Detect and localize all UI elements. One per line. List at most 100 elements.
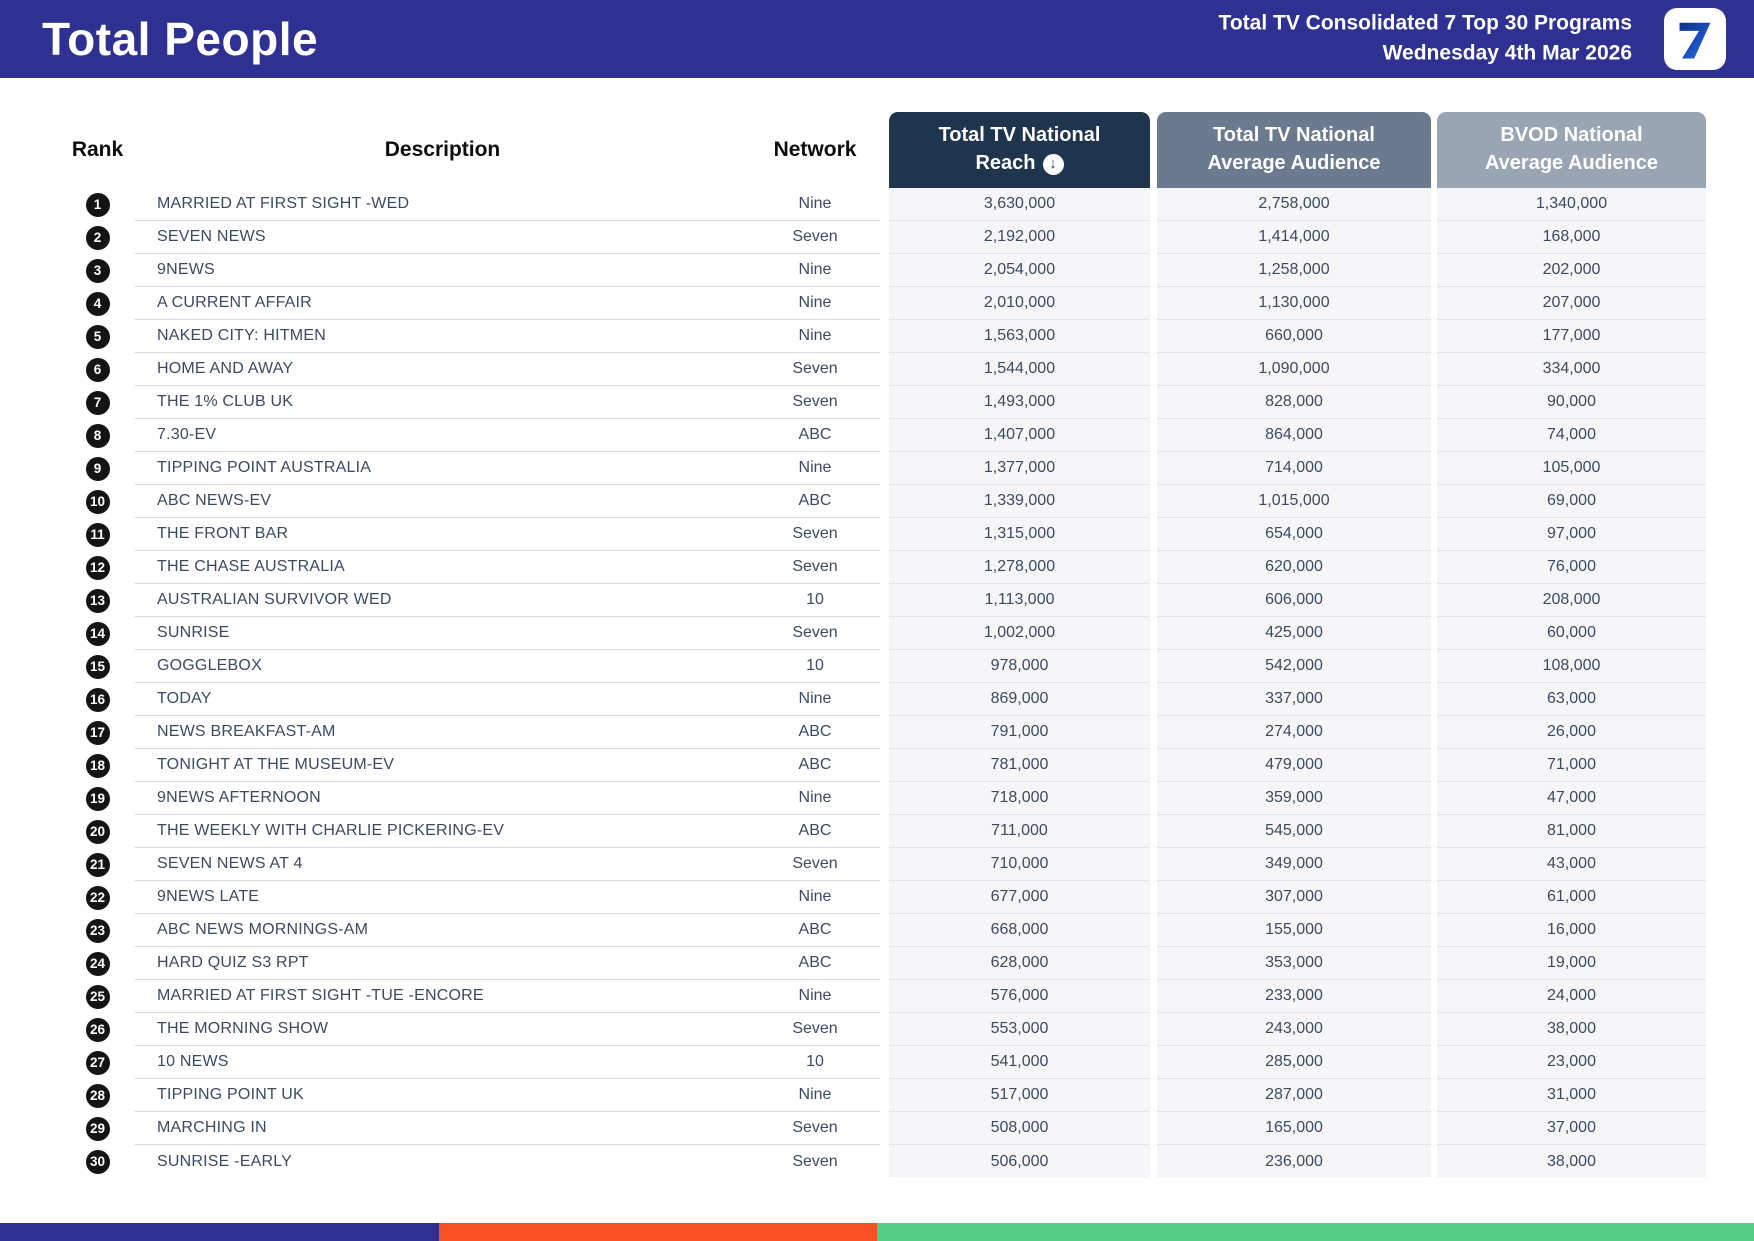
total-tv-national-average-audience-value: 479,000 — [1157, 749, 1431, 782]
table-row: 25 MARRIED AT FIRST SIGHT -TUE -ENCORE Nin… — [60, 980, 1706, 1013]
program-description: THE CHASE AUSTRALIA — [135, 551, 750, 584]
program-description: TONIGHT AT THE MUSEUM-EV — [135, 749, 750, 782]
report-subtitle-line2: Wednesday 4th Mar 2026 — [1382, 42, 1632, 65]
bvod-header-line1: BVOD National — [1500, 124, 1643, 147]
program-description: TIPPING POINT UK — [135, 1079, 750, 1112]
total-tv-national-average-audience-value: 620,000 — [1157, 551, 1431, 584]
rank-badge: 6 — [60, 353, 135, 386]
total-tv-national-reach-value: 1,315,000 — [889, 518, 1150, 551]
rank-number-badge: 15 — [85, 654, 110, 679]
table-row: 15 GOGGLEBOX 10 978,000 542,000 108,000 — [60, 650, 1706, 683]
reach-header-line1: Total TV National — [938, 124, 1101, 147]
total-tv-national-average-audience-value: 233,000 — [1157, 980, 1431, 1013]
table-row: 4 A CURRENT AFFAIR Nine 2,010,000 1,130,000 2… — [60, 287, 1706, 320]
rank-badge: 8 — [60, 419, 135, 452]
network-name: ABC — [750, 947, 880, 980]
total-tv-national-average-audience-value: 349,000 — [1157, 848, 1431, 881]
table-row: 21 SEVEN NEWS AT 4 Seven 710,000 349,000 43,0… — [60, 848, 1706, 881]
rank-number-badge: 2 — [85, 225, 110, 250]
program-description: SEVEN NEWS AT 4 — [135, 848, 750, 881]
total-tv-national-reach-value: 2,192,000 — [889, 221, 1150, 254]
table-row: 2 SEVEN NEWS Seven 2,192,000 1,414,000 168,00… — [60, 221, 1706, 254]
table-header-row: Rank Description Network Total TV Nation… — [60, 112, 1706, 188]
rank-number-badge: 17 — [85, 720, 110, 745]
program-description: 9NEWS — [135, 254, 750, 287]
table-row: 7 THE 1% CLUB UK Seven 1,493,000 828,000 90,0… — [60, 386, 1706, 419]
network-name: ABC — [750, 485, 880, 518]
rank-number-badge: 6 — [85, 357, 110, 382]
column-header-description: Description — [384, 138, 501, 161]
table-row: 11 THE FRONT BAR Seven 1,315,000 654,000 97,0… — [60, 518, 1706, 551]
report-subtitle: Total TV Consolidated 7 Top 30 Programs … — [1219, 9, 1632, 70]
total-tv-national-average-audience-value: 274,000 — [1157, 716, 1431, 749]
bvod-national-average-audience-value: 207,000 — [1437, 287, 1706, 320]
rank-number-badge: 29 — [85, 1116, 110, 1141]
program-description: ABC NEWS MORNINGS-AM — [135, 914, 750, 947]
rank-badge: 12 — [60, 551, 135, 584]
rank-number-badge: 14 — [85, 621, 110, 646]
network-name: Nine — [750, 683, 880, 716]
total-tv-national-reach-value: 553,000 — [889, 1013, 1150, 1046]
rank-number-badge: 12 — [85, 555, 110, 580]
total-tv-national-average-audience-value: 155,000 — [1157, 914, 1431, 947]
network-name: Seven — [792, 1152, 838, 1170]
sort-descending-icon[interactable]: ↓ — [1042, 154, 1064, 176]
program-description: GOGGLEBOX — [135, 650, 750, 683]
total-tv-national-average-audience-value: 828,000 — [1157, 386, 1431, 419]
network-name: Nine — [750, 980, 880, 1013]
rank-badge: 22 — [60, 881, 135, 914]
total-tv-national-average-audience-value: 1,130,000 — [1157, 287, 1431, 320]
network-name: Seven — [750, 353, 880, 386]
table-row: 24 HARD QUIZ S3 RPT ABC 628,000 353,000 19,00… — [60, 947, 1706, 980]
network-name: ABC — [750, 749, 880, 782]
total-tv-national-average-audience-value: 864,000 — [1157, 419, 1431, 452]
total-tv-national-reach-value: 1,278,000 — [889, 551, 1150, 584]
network-name: Seven — [750, 386, 880, 419]
rank-number-badge: 20 — [85, 819, 110, 844]
bvod-national-average-audience-value: 61,000 — [1437, 881, 1706, 914]
network-name: Nine — [750, 188, 880, 221]
bvod-national-average-audience-value: 74,000 — [1437, 419, 1706, 452]
network-name: 10 — [750, 584, 880, 617]
column-header-total-tv-national-average-audience: Total TV National Average Audience — [1157, 112, 1431, 188]
bvod-national-average-audience-value: 1,340,000 — [1437, 188, 1706, 221]
avg-header-line1: Total TV National — [1213, 124, 1375, 147]
network-name: Nine — [750, 782, 880, 815]
rank-number-badge: 11 — [85, 522, 110, 547]
rank-badge: 15 — [60, 650, 135, 683]
rank-badge: 13 — [60, 584, 135, 617]
bvod-national-average-audience-value: 81,000 — [1437, 815, 1706, 848]
bvod-national-average-audience-value: 16,000 — [1437, 914, 1706, 947]
rank-number-badge: 3 — [85, 258, 110, 283]
column-header-total-tv-national-reach[interactable]: Total TV National Reach ↓ — [889, 112, 1150, 188]
total-tv-national-average-audience-value: 425,000 — [1157, 617, 1431, 650]
total-tv-national-reach-value: 710,000 — [889, 848, 1150, 881]
rank-badge: 29 — [60, 1112, 135, 1145]
rank-badge: 26 — [60, 1013, 135, 1046]
total-tv-national-average-audience-value: 1,015,000 — [1157, 485, 1431, 518]
program-description: A CURRENT AFFAIR — [135, 287, 750, 320]
bvod-national-average-audience-value: 71,000 — [1437, 749, 1706, 782]
total-tv-national-reach-value: 1,544,000 — [889, 353, 1150, 386]
total-tv-national-reach-value: 711,000 — [889, 815, 1150, 848]
bvod-national-average-audience-value: 90,000 — [1437, 386, 1706, 419]
total-tv-national-average-audience-value: 1,414,000 — [1157, 221, 1431, 254]
rank-number-badge: 16 — [85, 687, 110, 712]
program-description: MARRIED AT FIRST SIGHT -TUE -ENCORE — [135, 980, 750, 1013]
bvod-header-line2: Average Audience — [1484, 152, 1659, 174]
total-tv-national-reach-value: 1,377,000 — [889, 452, 1150, 485]
total-tv-national-average-audience-value: 1,090,000 — [1157, 353, 1431, 386]
bvod-national-average-audience-value: 208,000 — [1437, 584, 1706, 617]
footer-segment-blue — [0, 1223, 439, 1241]
program-description: TODAY — [135, 683, 750, 716]
rank-number-badge: 22 — [85, 885, 110, 910]
bvod-national-average-audience-value: 19,000 — [1437, 947, 1706, 980]
program-description: 9NEWS AFTERNOON — [135, 782, 750, 815]
program-description: 7.30-EV — [135, 419, 750, 452]
top-30-programs-table: Rank Description Network Total TV Nation… — [60, 112, 1706, 1178]
table-row: 27 10 NEWS 10 541,000 285,000 23,000 — [60, 1046, 1706, 1079]
table-row: 17 NEWS BREAKFAST-AM ABC 791,000 274,000 26,0… — [60, 716, 1706, 749]
footer-segment-orange — [438, 1223, 877, 1241]
rank-badge: 20 — [60, 815, 135, 848]
program-description: SUNRISE — [135, 617, 750, 650]
